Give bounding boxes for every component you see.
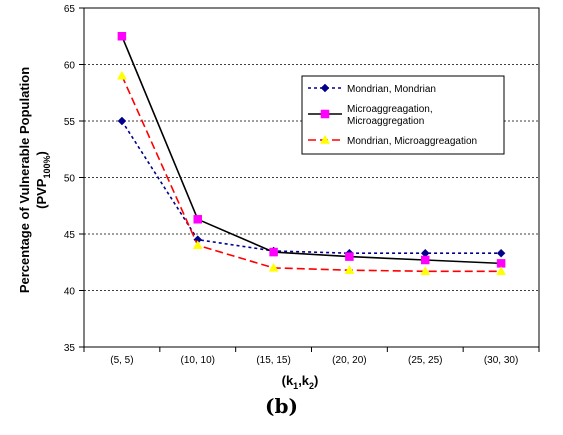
- y-tick-label: 55: [64, 117, 76, 128]
- x-tick-label: (25, 25): [408, 355, 442, 366]
- x-axis-title-k: (k: [282, 373, 294, 388]
- square-marker: [117, 32, 127, 41]
- triangle-marker: [344, 265, 355, 274]
- legend-label: Microaggregation: [347, 116, 424, 127]
- x-axis-title-sub1: 1: [293, 381, 298, 391]
- x-axis-title-close: ): [314, 373, 318, 388]
- legend-triangle-marker: [320, 134, 330, 144]
- x-tick-label: (10, 10): [181, 355, 215, 366]
- square-marker: [345, 252, 354, 261]
- y-axis-title-close: ): [34, 151, 49, 155]
- square-marker: [269, 247, 278, 257]
- legend-item: Microaggreagation,Microaggregation: [308, 104, 433, 127]
- square-marker: [496, 259, 506, 268]
- square-marker: [193, 215, 202, 224]
- legend-label: Mondrian, Mondrian: [347, 84, 436, 95]
- y-tick-label: 50: [64, 174, 76, 185]
- square-marker: [421, 255, 430, 265]
- y-axis-title-pvp: (PVP: [34, 178, 49, 209]
- y-tick-label: 65: [64, 4, 76, 15]
- y-tick-label: 45: [64, 230, 76, 241]
- x-axis-title-sub2: 2: [309, 381, 314, 391]
- x-axis-ticks: (5, 5) (10, 10) (15, 15) (20, 20) (25, 25) (3…: [83, 347, 540, 366]
- y-axis-title-line2: (PVP100%): [34, 151, 52, 209]
- y-axis-title-subscript: 100%: [42, 155, 52, 178]
- triangle-marker: [496, 266, 507, 276]
- y-axis-ticks: 35 40 45 50 55 60 65: [64, 4, 84, 354]
- legend-box: [301, 75, 505, 155]
- line-chart: 35 40 45 50 55 60 65 (5, 5) (10, 10) (15, 15) (20…: [17, 4, 540, 391]
- x-axis-title: (k1,k2): [282, 373, 319, 391]
- legend-diamond-marker: [320, 83, 330, 93]
- diamond-marker: [496, 248, 506, 258]
- series-3: [116, 70, 507, 276]
- figure-caption: (b): [265, 394, 298, 418]
- series-line: [121, 35, 502, 265]
- x-tick-label: (30, 30): [484, 355, 518, 366]
- triangle-marker: [116, 70, 127, 80]
- y-tick-label: 40: [64, 287, 76, 298]
- y-axis-title: Percentage of Vulnerable Population: [17, 67, 32, 293]
- legend-item: Mondrian, Mondrian: [308, 83, 436, 95]
- legend-item: Mondrian, Microaggreagation: [308, 134, 477, 147]
- legend-label: Microaggreagation,: [347, 104, 433, 115]
- triangle-marker: [192, 240, 203, 250]
- x-tick-label: (5, 5): [110, 355, 133, 366]
- y-axis-title-line1: Percentage of Vulnerable Population: [17, 67, 32, 293]
- x-axis-title-mid: ,k: [298, 373, 310, 388]
- legend: Mondrian, Mondrian Microaggreagation,Micr…: [301, 75, 505, 155]
- y-tick-label: 35: [64, 343, 76, 354]
- x-tick-label: (15, 15): [256, 355, 290, 366]
- triangle-marker: [268, 262, 279, 272]
- series-lines: [116, 32, 507, 276]
- series-line: [121, 75, 502, 273]
- diamond-marker: [117, 116, 127, 126]
- x-tick-label: (20, 20): [332, 355, 366, 366]
- legend-label: Mondrian, Microaggreagation: [347, 136, 477, 147]
- y-tick-label: 60: [64, 61, 76, 72]
- triangle-marker: [420, 266, 431, 276]
- legend-square-marker: [320, 109, 330, 119]
